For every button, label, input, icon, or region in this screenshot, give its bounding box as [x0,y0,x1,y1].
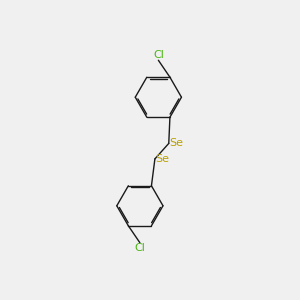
Text: Se: Se [155,154,169,164]
Text: Cl: Cl [134,243,145,253]
Text: Se: Se [169,138,183,148]
Text: Cl: Cl [153,50,164,60]
